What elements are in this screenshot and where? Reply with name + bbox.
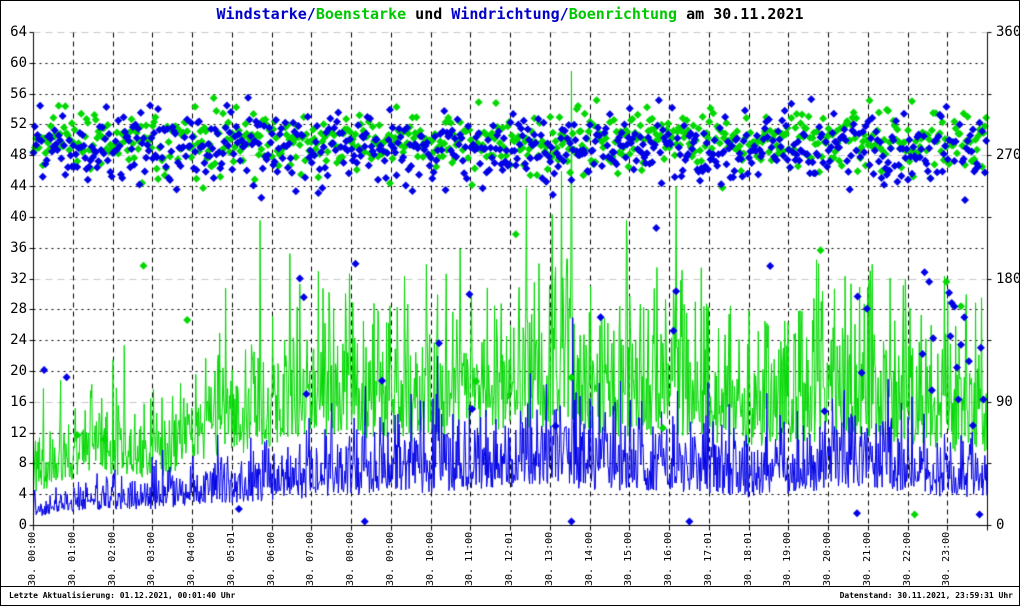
y-left-tick-label: 20	[10, 362, 27, 379]
last-update-text: Letzte Aktualisierung: 01.12.2021, 00:01…	[9, 591, 236, 600]
x-tick-label: 30. 04:00	[186, 531, 197, 586]
x-tick-label: 30. 02:00	[106, 531, 118, 586]
y-left-tick-label: 56	[10, 85, 27, 102]
x-tick-label: 30. 05:01	[225, 531, 237, 586]
y-left-tick-label: 44	[10, 178, 27, 195]
x-tick-label: 30. 20:00	[822, 531, 833, 586]
y-left-tick-label: 32	[10, 270, 27, 287]
x-tick-label: 30. 11:00	[464, 531, 476, 586]
x-tick-label: 30. 17:01	[702, 531, 714, 586]
x-tick-label: 30. 21:00	[861, 531, 873, 586]
data-timestamp-text: Datenstand: 30.11.2021, 23:59:31 Uhr	[839, 591, 1013, 600]
x-tick-label: 30. 18:01	[742, 531, 754, 586]
y-left-tick-label: 60	[10, 54, 27, 71]
x-tick-label: 30. 14:00	[583, 531, 595, 586]
x-tick-label: 30. 13:00	[543, 531, 555, 586]
status-bar: Letzte Aktualisierung: 01.12.2021, 00:01…	[1, 586, 1019, 605]
y-right-tick-label: 90	[996, 393, 1013, 410]
x-tick-label: 30. 07:00	[305, 531, 317, 586]
y-left-tick-label: 64	[10, 24, 27, 40]
y-left-tick-label: 40	[10, 208, 27, 225]
x-tick-label: 30. 22:00	[901, 531, 913, 586]
x-tick-label: 30. 16:00	[663, 531, 674, 586]
x-tick-label: 30. 10:00	[424, 531, 436, 586]
x-tick-label: 30. 23:00	[941, 531, 953, 586]
x-tick-label: 30. 03:00	[146, 531, 158, 586]
y-right-tick-label: 180	[996, 270, 1020, 287]
y-left-tick-label: 16	[10, 393, 27, 410]
y-left-tick-label: 36	[10, 239, 27, 256]
y-left-tick-label: 0	[18, 517, 27, 533]
x-tick-label: 30. 01:00	[66, 531, 78, 586]
y-left-tick-label: 4	[18, 486, 27, 503]
y-left-tick-label: 24	[10, 332, 27, 349]
y-right-tick-label: 270	[996, 147, 1020, 164]
y-left-tick-label: 12	[10, 424, 27, 441]
y-left-tick-label: 48	[10, 147, 27, 164]
y-left-tick-label: 52	[10, 116, 27, 133]
chart-canvas	[1, 1, 1019, 587]
y-right-tick-label: 360	[996, 24, 1020, 40]
x-tick-label: 30. 06:00	[265, 531, 277, 586]
x-tick-label: 30. 09:00	[384, 531, 396, 586]
x-tick-label: 30. 00:00	[27, 531, 38, 586]
x-tick-label: 30. 19:00	[782, 531, 794, 586]
x-tick-label: 30. 08:00	[345, 531, 356, 586]
y-right-tick-label: 0	[996, 517, 1005, 533]
y-left-tick-label: 8	[18, 455, 27, 472]
x-tick-label: 30. 15:00	[623, 531, 635, 586]
x-tick-label: 30. 12:01	[504, 531, 515, 586]
y-left-tick-label: 28	[10, 301, 27, 318]
